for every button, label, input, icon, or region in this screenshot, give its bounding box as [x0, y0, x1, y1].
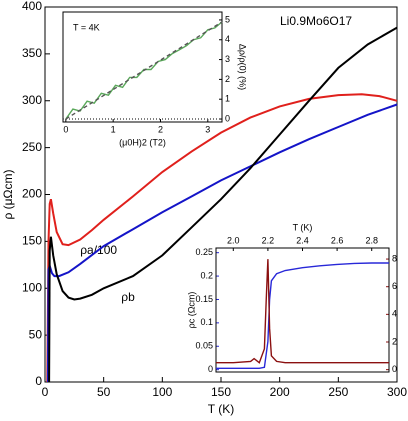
y-tick-label: 300 [22, 93, 42, 107]
y-tick-label: 0.2 [200, 270, 213, 280]
y-tick-label: 0 [208, 364, 213, 374]
y-tick-label: 0 [392, 364, 397, 374]
plot-frame [44, 6, 398, 383]
x-tick-label: 250 [328, 385, 348, 399]
y-tick-label: 0 [35, 374, 42, 388]
x-tick-label: 50 [97, 385, 111, 399]
x-tick-label: 2 [158, 124, 163, 134]
series-line [46, 93, 398, 383]
x-tick-label: 150 [211, 385, 231, 399]
inset-background [216, 248, 389, 372]
y-axis-label: Δρ/ρ(0) (%) [238, 44, 248, 90]
y-tick-label: 8 [392, 253, 397, 263]
x-tick-label: 2.4 [296, 235, 309, 245]
y-tick-label: 0 [225, 113, 230, 123]
y-tick-label: 150 [22, 234, 42, 248]
y-tick-label: 2 [225, 74, 230, 84]
x-tick-label: 2.8 [365, 235, 378, 245]
y-tick-label: 200 [22, 187, 42, 201]
series-line [216, 259, 389, 364]
y-tick-label: 2 [392, 336, 397, 346]
x-tick-label: 100 [152, 385, 172, 399]
y-tick-label: 5 [225, 14, 230, 24]
y-tick-label: 50 [29, 327, 43, 341]
y-tick-label: 1 [225, 94, 230, 104]
x-tick-label: 300 [387, 385, 407, 399]
x-tick-label: 2.0 [227, 235, 240, 245]
x-tick-label: 2.6 [331, 235, 344, 245]
chart: 2.0 2.2 2.4 2.6 2.8 0 0.05 0.1 0.15 0.2 0.25 0 2 4 6 8 T… [186, 222, 397, 374]
y-tick-label: 400 [22, 0, 42, 13]
x-tick-label: 0 [42, 385, 49, 399]
y-tick-label: 0.15 [195, 294, 213, 304]
x-tick-label: 200 [270, 385, 290, 399]
plot-frame [215, 247, 390, 373]
y-tick-label: 0.25 [195, 247, 213, 257]
x-axis-label: T (K) [208, 402, 234, 416]
y-tick-label: 3 [225, 54, 230, 64]
x-axis-label: T (K) [293, 222, 313, 232]
x-axis-label: (μ0H)2 (T2) [119, 137, 166, 147]
series-line [65, 21, 223, 120]
annotation: T = 4K [73, 22, 100, 32]
series-line [46, 103, 398, 383]
y-tick-label: 0.05 [195, 341, 213, 351]
y-axis-label: ρc (Ωcm) [186, 292, 196, 329]
y-tick-label: 4 [392, 309, 397, 319]
chart: 0 1 2 3 0 1 2 3 4 5 (μ0H)2 (T2) Δρ/ρ(0) (%) T = 4K [62, 11, 248, 147]
y-axis-label: ρ (μΩcm) [1, 169, 15, 219]
y-tick-label: 6 [392, 281, 397, 291]
series-label: ρb [121, 290, 135, 304]
y-tick-label: 100 [22, 280, 42, 294]
x-tick-label: 1 [111, 124, 116, 134]
x-tick-label: 2.2 [262, 235, 275, 245]
y-tick-label: 4 [225, 34, 230, 44]
plot-frame [62, 11, 223, 123]
y-tick-label: 0.1 [200, 317, 213, 327]
x-tick-label: 3 [205, 124, 210, 134]
x-tick-label: 0 [63, 124, 68, 134]
annotation: Li0.9Mo6O17 [280, 14, 352, 28]
series-line [216, 262, 389, 369]
series-line [48, 26, 398, 383]
y-tick-label: 250 [22, 140, 42, 154]
y-tick-label: 350 [22, 46, 42, 60]
